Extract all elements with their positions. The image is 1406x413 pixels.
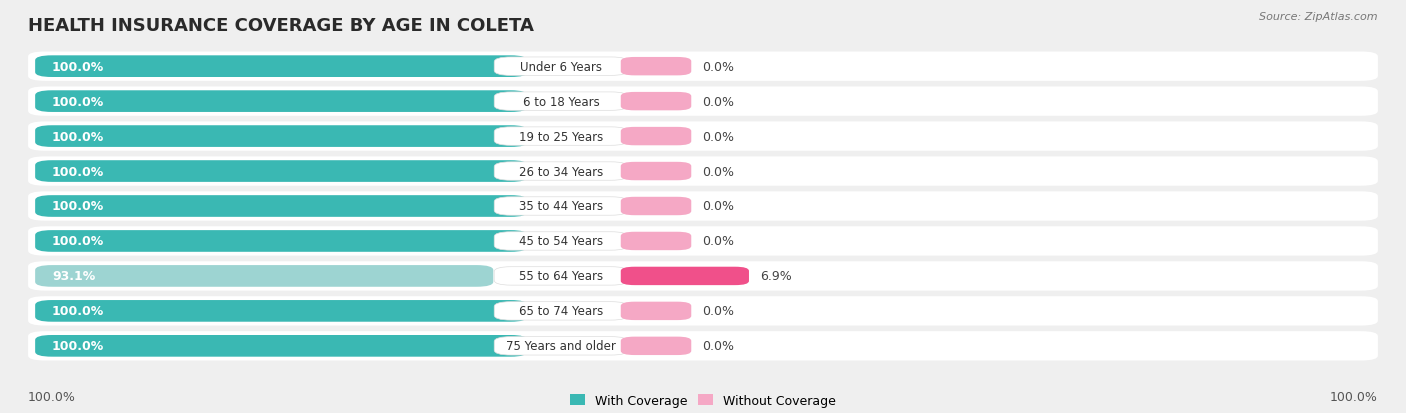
FancyBboxPatch shape — [621, 58, 692, 76]
Text: 26 to 34 Years: 26 to 34 Years — [519, 165, 603, 178]
Text: 0.0%: 0.0% — [703, 130, 734, 143]
FancyBboxPatch shape — [28, 192, 1378, 221]
FancyBboxPatch shape — [621, 232, 692, 251]
Text: 35 to 44 Years: 35 to 44 Years — [519, 200, 603, 213]
Text: 45 to 54 Years: 45 to 54 Years — [519, 235, 603, 248]
Text: 0.0%: 0.0% — [703, 95, 734, 108]
FancyBboxPatch shape — [495, 267, 627, 285]
FancyBboxPatch shape — [495, 302, 627, 320]
Text: 100.0%: 100.0% — [52, 235, 104, 248]
FancyBboxPatch shape — [35, 230, 527, 252]
Text: 93.1%: 93.1% — [52, 270, 96, 283]
FancyBboxPatch shape — [28, 261, 1378, 291]
Text: HEALTH INSURANCE COVERAGE BY AGE IN COLETA: HEALTH INSURANCE COVERAGE BY AGE IN COLE… — [28, 17, 534, 34]
Text: 0.0%: 0.0% — [703, 200, 734, 213]
Text: 100.0%: 100.0% — [52, 165, 104, 178]
Text: 100.0%: 100.0% — [52, 200, 104, 213]
Text: Under 6 Years: Under 6 Years — [520, 61, 602, 74]
Text: 100.0%: 100.0% — [52, 305, 104, 318]
Text: 100.0%: 100.0% — [52, 61, 104, 74]
FancyBboxPatch shape — [35, 126, 527, 147]
FancyBboxPatch shape — [28, 52, 1378, 82]
FancyBboxPatch shape — [35, 300, 527, 322]
FancyBboxPatch shape — [35, 91, 527, 113]
Text: 100.0%: 100.0% — [1330, 390, 1378, 403]
Text: 100.0%: 100.0% — [52, 130, 104, 143]
Text: 55 to 64 Years: 55 to 64 Years — [519, 270, 603, 283]
FancyBboxPatch shape — [621, 302, 692, 320]
FancyBboxPatch shape — [495, 128, 627, 146]
FancyBboxPatch shape — [28, 297, 1378, 326]
FancyBboxPatch shape — [28, 122, 1378, 152]
FancyBboxPatch shape — [35, 196, 527, 217]
Text: 6.9%: 6.9% — [761, 270, 792, 283]
Text: 0.0%: 0.0% — [703, 305, 734, 318]
Text: 0.0%: 0.0% — [703, 235, 734, 248]
FancyBboxPatch shape — [621, 128, 692, 146]
FancyBboxPatch shape — [28, 227, 1378, 256]
Text: Source: ZipAtlas.com: Source: ZipAtlas.com — [1260, 12, 1378, 22]
Text: 100.0%: 100.0% — [52, 95, 104, 108]
FancyBboxPatch shape — [495, 337, 627, 355]
FancyBboxPatch shape — [621, 93, 692, 111]
FancyBboxPatch shape — [621, 162, 692, 181]
FancyBboxPatch shape — [28, 331, 1378, 361]
FancyBboxPatch shape — [621, 197, 692, 216]
Text: 0.0%: 0.0% — [703, 165, 734, 178]
FancyBboxPatch shape — [621, 337, 692, 355]
FancyBboxPatch shape — [35, 335, 527, 357]
Text: 65 to 74 Years: 65 to 74 Years — [519, 305, 603, 318]
FancyBboxPatch shape — [495, 58, 627, 76]
FancyBboxPatch shape — [35, 56, 527, 78]
Text: 0.0%: 0.0% — [703, 339, 734, 352]
Text: 75 Years and older: 75 Years and older — [506, 339, 616, 352]
FancyBboxPatch shape — [495, 197, 627, 216]
FancyBboxPatch shape — [495, 232, 627, 251]
FancyBboxPatch shape — [28, 87, 1378, 116]
FancyBboxPatch shape — [495, 162, 627, 181]
FancyBboxPatch shape — [495, 93, 627, 111]
Text: 6 to 18 Years: 6 to 18 Years — [523, 95, 599, 108]
Text: 0.0%: 0.0% — [703, 61, 734, 74]
FancyBboxPatch shape — [621, 267, 749, 285]
FancyBboxPatch shape — [28, 157, 1378, 186]
FancyBboxPatch shape — [35, 266, 494, 287]
Legend: With Coverage, Without Coverage: With Coverage, Without Coverage — [571, 394, 835, 407]
FancyBboxPatch shape — [35, 161, 527, 183]
Text: 100.0%: 100.0% — [52, 339, 104, 352]
Text: 19 to 25 Years: 19 to 25 Years — [519, 130, 603, 143]
Text: 100.0%: 100.0% — [28, 390, 76, 403]
